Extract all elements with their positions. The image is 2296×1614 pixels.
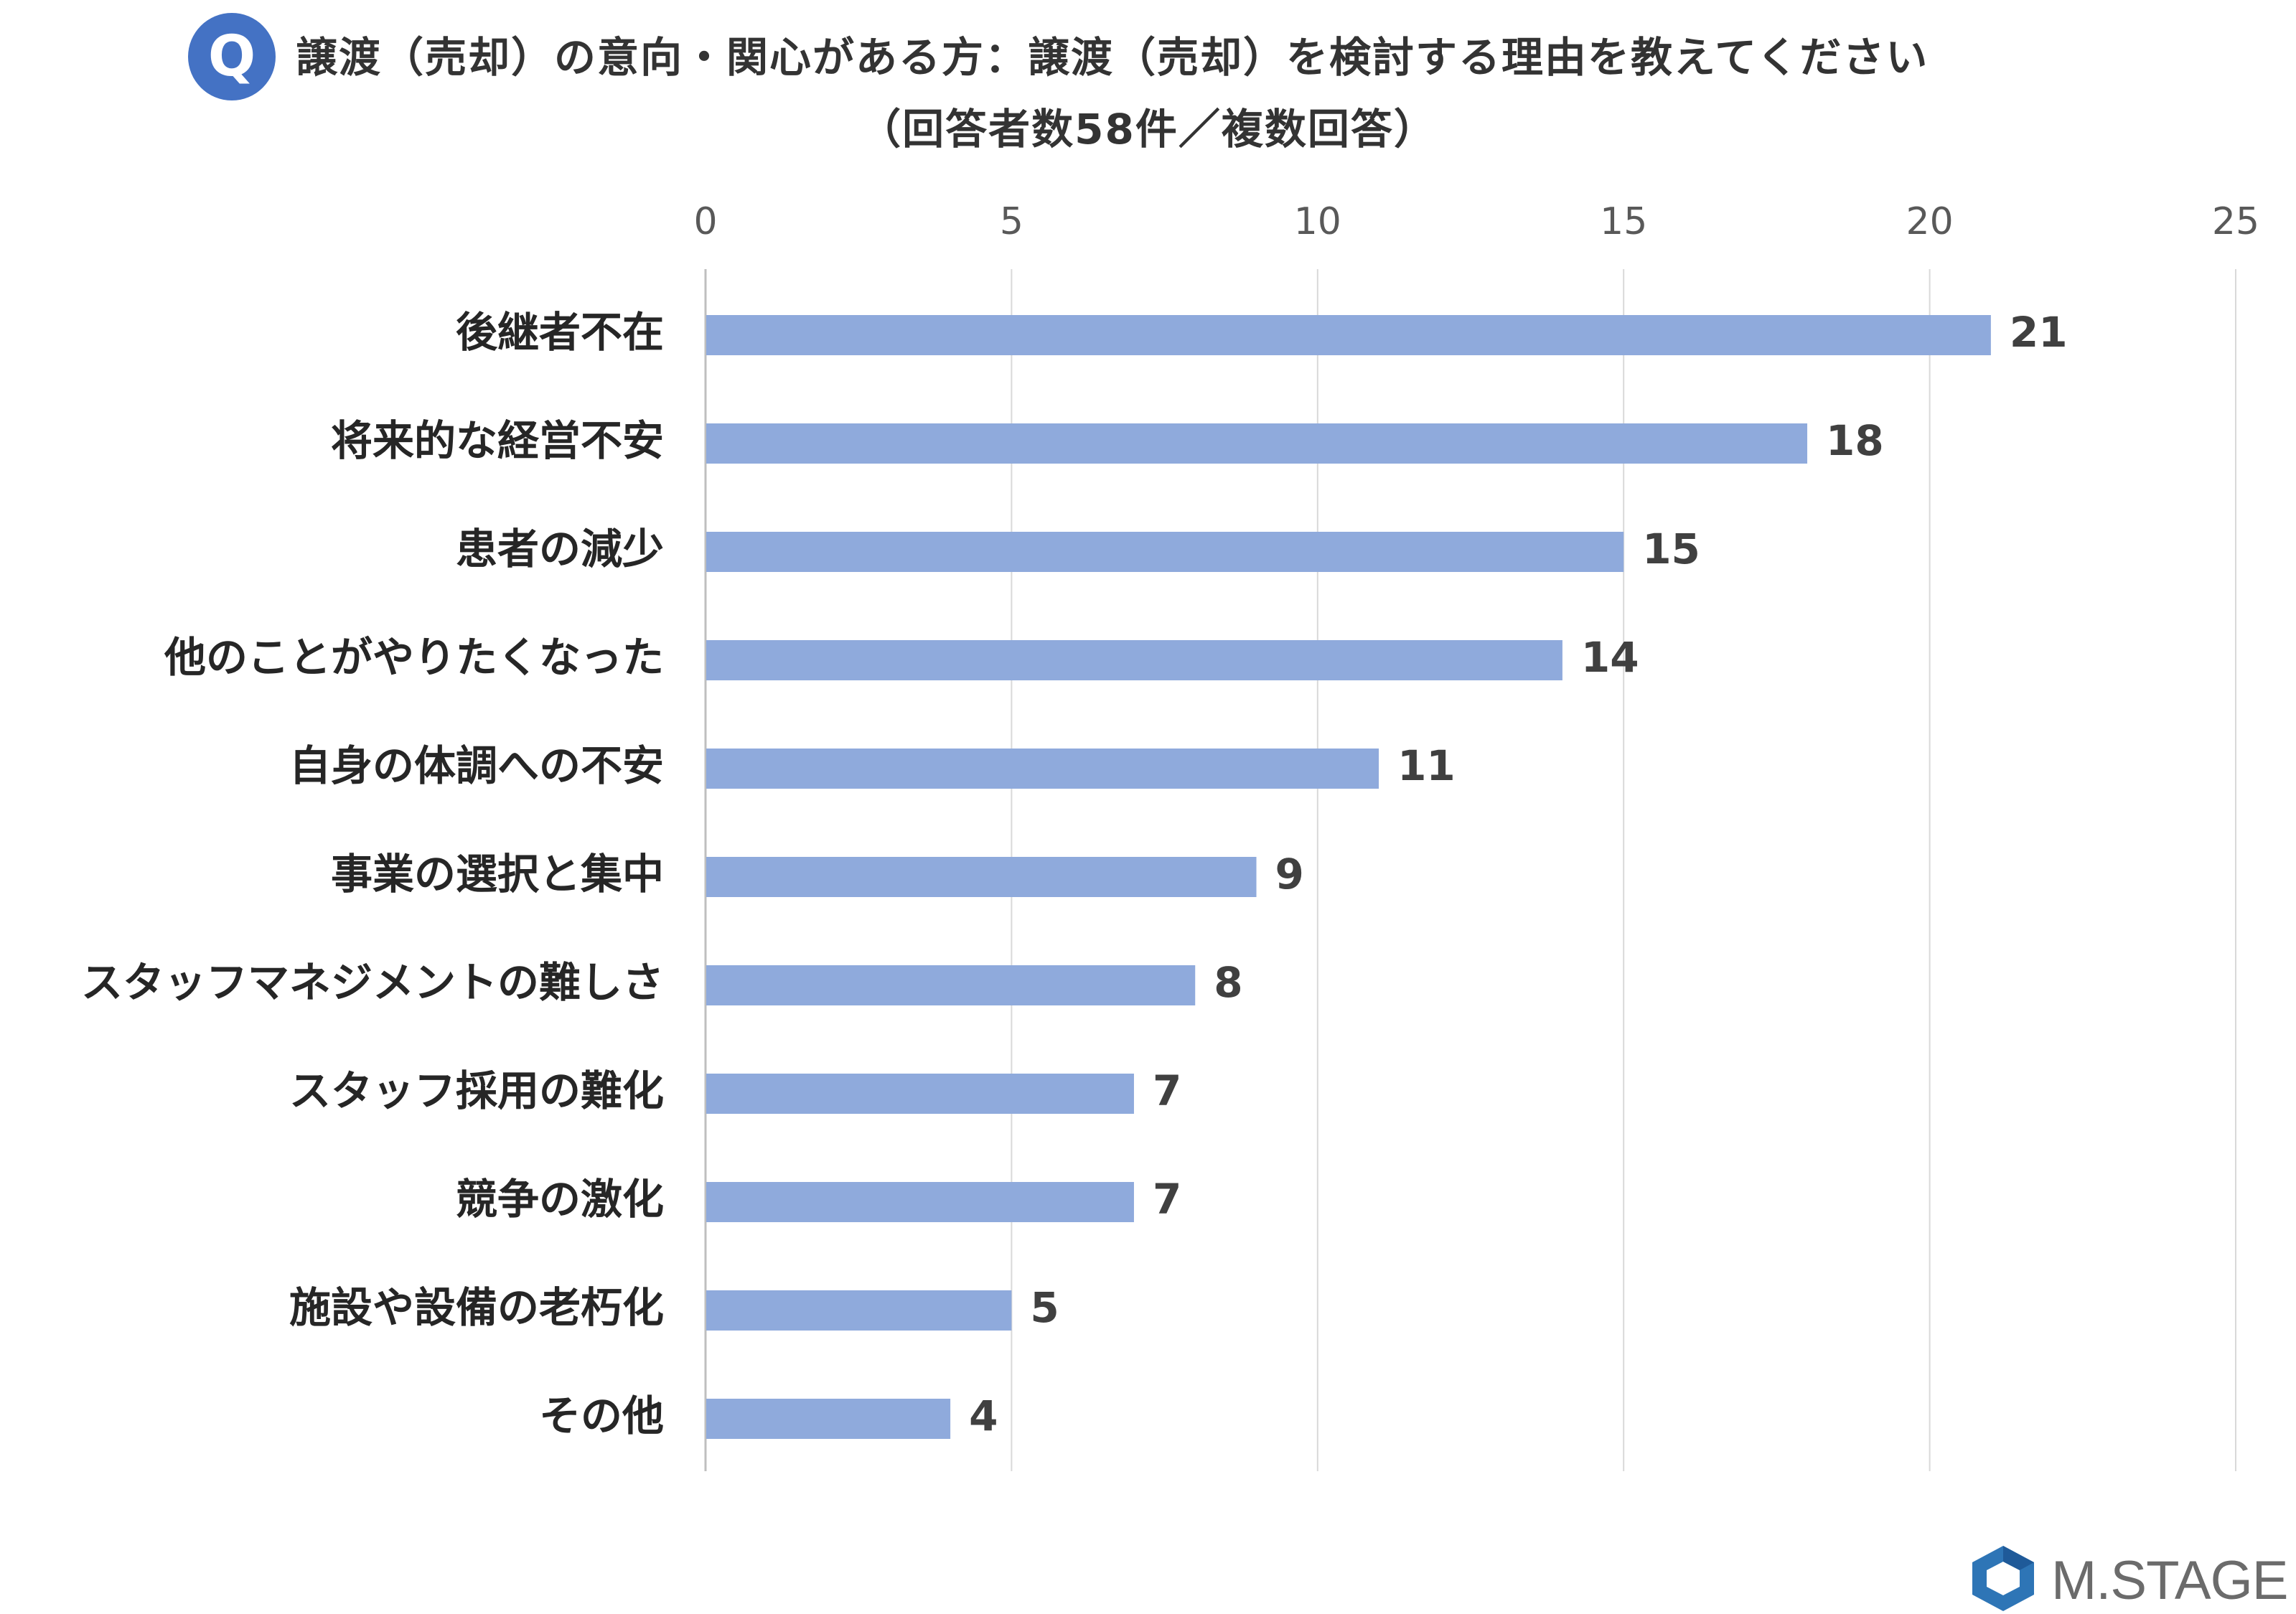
- category-label: 他のことがやりたくなった: [164, 633, 664, 682]
- data-label: 5: [1030, 1283, 1059, 1332]
- data-label: 21: [2010, 308, 2068, 357]
- brand-logo-text: M.STAGE: [2051, 1550, 2288, 1611]
- bar: [706, 1074, 1134, 1114]
- x-tick-label: 5: [1000, 200, 1023, 243]
- x-tick-label: 10: [1294, 200, 1341, 243]
- x-tick-label: 0: [693, 200, 717, 243]
- data-label: 9: [1275, 850, 1304, 899]
- gridlines: [704, 269, 2236, 1471]
- category-label: 将来的な経営不安: [331, 416, 664, 465]
- x-tick-label: 20: [1906, 200, 1954, 243]
- bar-chart: 0 5 10 15 20 25 後継者不在将来的な経営不安患者の減少他のことがやりたくなっ…: [81, 200, 2259, 1471]
- bar: [706, 1399, 951, 1439]
- category-label: 施設や設備の老朽化: [289, 1283, 664, 1332]
- bar: [706, 1290, 1012, 1331]
- bar: [706, 749, 1379, 789]
- category-labels: 後継者不在将来的な経営不安患者の減少他のことがやりたくなった自身の体調への不安事…: [81, 308, 664, 1440]
- category-label: スタッフマネジメントの難しさ: [81, 958, 664, 1007]
- bar: [706, 640, 1562, 680]
- data-label: 4: [969, 1392, 998, 1440]
- chart-header: Q 譲渡（売却）の意向・関心がある方：譲渡（売却）を検討する理由を教えてください…: [0, 0, 2296, 165]
- bar: [706, 423, 1808, 464]
- question-badge: Q: [188, 13, 276, 100]
- hexagon-logo-icon: [1972, 1546, 2034, 1611]
- data-labels: 21 18 15 14 11 9 8 7 7 5 4: [969, 308, 2067, 1440]
- bar: [706, 532, 1624, 572]
- x-tick-label: 15: [1600, 200, 1647, 243]
- data-label: 14: [1581, 633, 1639, 682]
- data-label: 11: [1397, 741, 1456, 790]
- bar: [706, 1182, 1134, 1222]
- data-label: 15: [1642, 525, 1700, 573]
- category-label: スタッフ採用の難化: [289, 1066, 664, 1115]
- category-label: その他: [539, 1392, 664, 1440]
- brand-logo: M.STAGE: [1967, 1543, 2296, 1614]
- data-label: 7: [1153, 1066, 1181, 1115]
- chart-subtitle: （回答者数58件／複数回答）: [859, 105, 1437, 154]
- bar: [706, 315, 1991, 355]
- bar: [706, 965, 1196, 1005]
- data-label: 8: [1214, 958, 1242, 1007]
- bars: [706, 315, 1991, 1439]
- x-tick-label: 25: [2212, 200, 2259, 243]
- category-label: 患者の減少: [456, 525, 664, 573]
- data-label: 7: [1153, 1175, 1181, 1224]
- bar: [706, 857, 1257, 897]
- data-label: 18: [1826, 416, 1884, 465]
- category-label: 競争の激化: [456, 1175, 664, 1224]
- category-label: 後継者不在: [456, 308, 664, 357]
- chart-title: 譲渡（売却）の意向・関心がある方：譲渡（売却）を検討する理由を教えてください: [296, 33, 1929, 82]
- category-label: 自身の体調への不安: [289, 741, 664, 790]
- x-axis-ticks: 0 5 10 15 20 25: [693, 200, 2259, 243]
- category-label: 事業の選択と集中: [331, 850, 664, 899]
